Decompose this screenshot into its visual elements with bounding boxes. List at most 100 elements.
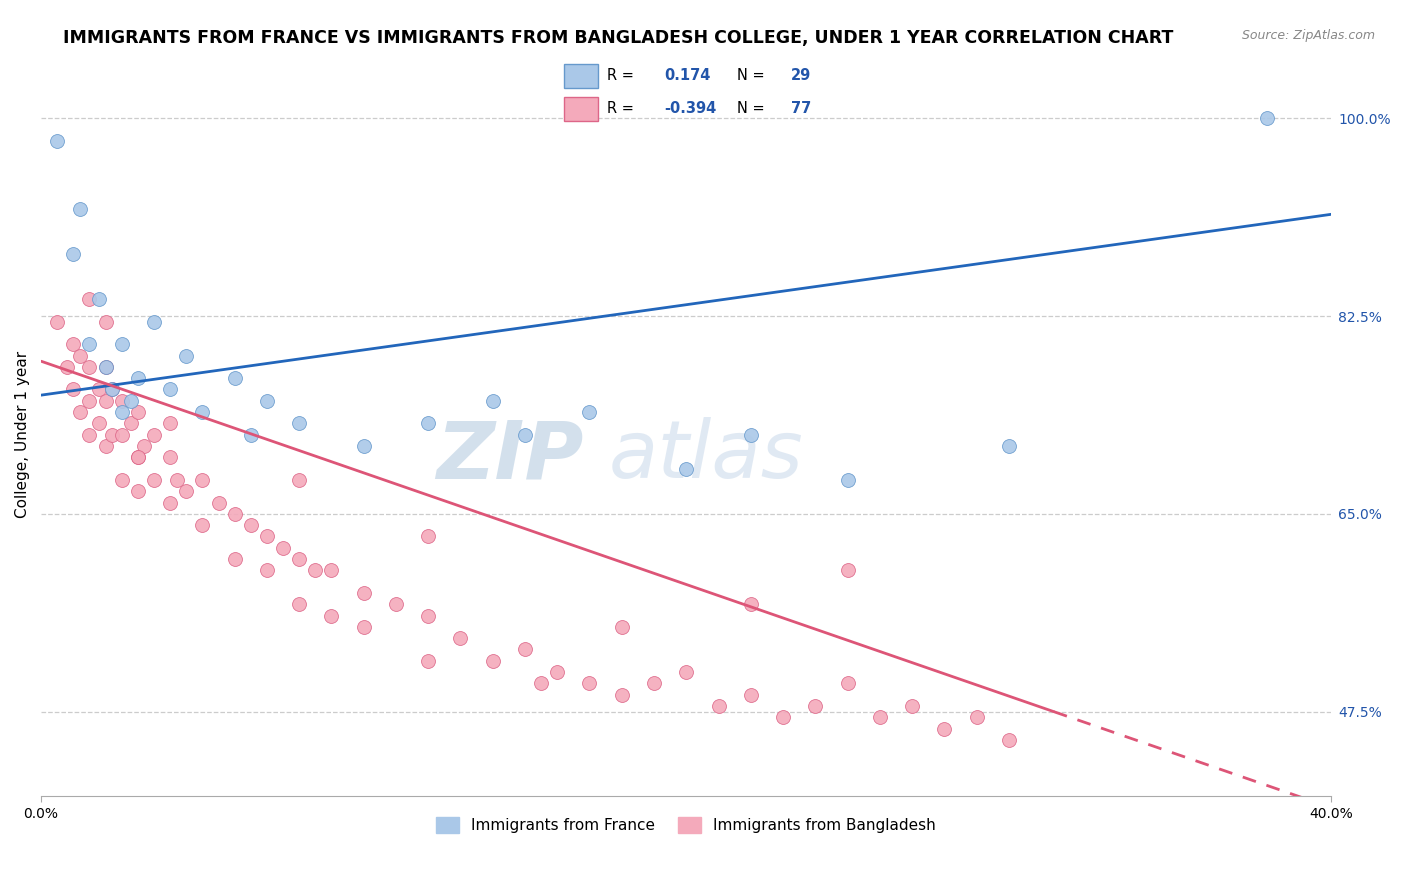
Point <box>481 654 503 668</box>
Point <box>675 461 697 475</box>
Point <box>449 631 471 645</box>
Point <box>62 383 84 397</box>
Point <box>513 642 536 657</box>
Point <box>56 359 79 374</box>
Point <box>191 518 214 533</box>
Point <box>94 315 117 329</box>
Point <box>127 371 149 385</box>
Legend: Immigrants from France, Immigrants from Bangladesh: Immigrants from France, Immigrants from … <box>430 811 942 839</box>
Point <box>79 292 101 306</box>
Point <box>513 427 536 442</box>
Text: IMMIGRANTS FROM FRANCE VS IMMIGRANTS FROM BANGLADESH COLLEGE, UNDER 1 YEAR CORRE: IMMIGRANTS FROM FRANCE VS IMMIGRANTS FRO… <box>63 29 1174 46</box>
Point <box>111 405 134 419</box>
Point <box>111 473 134 487</box>
Point <box>69 202 91 216</box>
Point <box>418 417 440 431</box>
Point <box>1256 112 1278 126</box>
Point <box>239 427 262 442</box>
Point <box>869 710 891 724</box>
Point <box>111 337 134 351</box>
Point <box>740 597 762 611</box>
Point <box>901 698 924 713</box>
Point <box>643 676 665 690</box>
Bar <box>564 97 598 120</box>
Point <box>353 620 375 634</box>
Point <box>101 383 124 397</box>
Point <box>62 337 84 351</box>
Point <box>675 665 697 679</box>
Point <box>321 608 343 623</box>
Text: 77: 77 <box>792 102 811 116</box>
Point <box>321 563 343 577</box>
Point <box>94 393 117 408</box>
Point <box>740 688 762 702</box>
Point <box>127 484 149 499</box>
Point <box>837 473 859 487</box>
Text: N =: N = <box>737 69 765 84</box>
Point <box>239 518 262 533</box>
Text: -0.394: -0.394 <box>664 102 717 116</box>
Point <box>530 676 553 690</box>
Text: N =: N = <box>737 102 765 116</box>
Point <box>159 450 181 465</box>
Point <box>256 393 278 408</box>
Point <box>94 359 117 374</box>
Point <box>143 427 166 442</box>
Point <box>998 439 1021 453</box>
Y-axis label: College, Under 1 year: College, Under 1 year <box>15 351 30 518</box>
Point <box>79 337 101 351</box>
Point <box>191 473 214 487</box>
Point <box>111 393 134 408</box>
Point <box>256 563 278 577</box>
Point <box>481 393 503 408</box>
Point <box>224 507 246 521</box>
Point <box>610 620 633 634</box>
Point <box>418 529 440 543</box>
Point <box>120 393 142 408</box>
Point <box>304 563 326 577</box>
Point <box>89 417 111 431</box>
Point <box>288 417 311 431</box>
Point <box>143 315 166 329</box>
Point <box>62 247 84 261</box>
Point <box>69 405 91 419</box>
Point <box>966 710 988 724</box>
Point <box>837 563 859 577</box>
Text: 29: 29 <box>792 69 811 84</box>
Point <box>174 484 197 499</box>
Point <box>127 450 149 465</box>
Point <box>288 473 311 487</box>
Point <box>224 371 246 385</box>
Point <box>127 405 149 419</box>
Point <box>578 405 600 419</box>
Point <box>89 383 111 397</box>
Point <box>101 383 124 397</box>
Point <box>174 349 197 363</box>
Point <box>120 417 142 431</box>
Point <box>837 676 859 690</box>
Point <box>111 427 134 442</box>
Point <box>94 359 117 374</box>
Point <box>998 732 1021 747</box>
Text: R =: R = <box>607 102 634 116</box>
Point <box>772 710 794 724</box>
Point <box>207 495 229 509</box>
Point <box>134 439 156 453</box>
Point <box>418 608 440 623</box>
Text: 0.174: 0.174 <box>664 69 710 84</box>
Point <box>546 665 568 679</box>
Point <box>288 597 311 611</box>
Point <box>353 586 375 600</box>
Point <box>353 439 375 453</box>
Point <box>578 676 600 690</box>
Point <box>69 349 91 363</box>
Point <box>159 383 181 397</box>
Point <box>127 450 149 465</box>
Point <box>166 473 188 487</box>
Point <box>79 427 101 442</box>
Point <box>94 439 117 453</box>
Point <box>418 654 440 668</box>
Point <box>143 473 166 487</box>
Point <box>46 315 69 329</box>
Point <box>224 552 246 566</box>
